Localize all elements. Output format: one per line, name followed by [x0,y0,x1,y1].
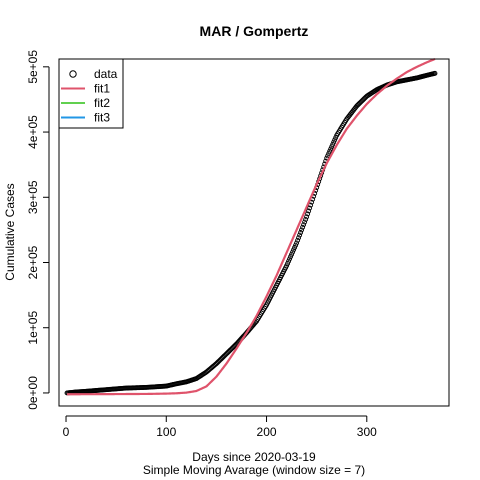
y-tick-label: 4e+05 [26,115,40,149]
data-point [332,137,338,143]
plot-series [64,57,438,396]
data-point [292,245,298,250]
x-tick-label: 200 [257,425,277,439]
data-point [327,148,333,154]
y-tick-label: 2e+05 [26,245,40,279]
data-point [326,151,332,157]
data-point [291,247,297,253]
data-point [307,205,313,211]
data-point [289,251,295,257]
data-point [328,146,334,152]
data-point [294,240,300,246]
data-point [304,214,310,220]
data-point [333,135,339,141]
data-point [298,230,304,235]
series-fit1-line [66,57,436,396]
data-point [293,242,299,248]
data-point [286,258,292,264]
legend-label-fit3: fit3 [94,111,110,125]
data-point [432,70,438,76]
y-tick-label: 1e+05 [26,311,40,345]
x-tick-label: 100 [156,425,176,439]
x-axis-sublabel: Simple Moving Avarage (window size = 7) [143,463,365,477]
data-point [302,219,308,225]
data-point [305,211,311,217]
data-point [330,141,336,147]
data-point [299,227,305,233]
data-point [331,139,337,145]
legend-label-fit1: fit1 [94,82,110,96]
legend-label-fit2: fit2 [94,96,110,110]
y-tick-label: 0e+00 [26,376,40,410]
legend-symbol-data [69,70,77,78]
x-tick-label: 300 [357,425,377,439]
data-point [303,216,309,222]
legend-label-data: data [94,67,118,81]
data-point [295,237,301,243]
y-axis-label: Cumulative Cases [3,183,17,280]
data-point [284,263,290,269]
chart-title: MAR / Gompertz [200,23,309,39]
plot-frame [58,58,450,407]
x-tick-label: 0 [63,425,70,439]
data-point [290,249,296,255]
data-point [285,261,291,266]
data-point [296,235,302,241]
data-point [287,256,293,262]
data-point [301,222,307,228]
data-point [300,224,306,230]
axes: 0 100 200 300 0e+00 1e+05 2e+05 3e+05 4e+05 5e+05 [26,50,377,439]
x-axis-label: Days since 2020-03-19 [192,450,316,464]
data-point [297,232,303,238]
y-tick-label: 3e+05 [26,180,40,214]
data-point [306,208,312,214]
y-tick-label: 5e+05 [26,50,40,84]
data-point [288,254,294,260]
data-point [329,144,335,150]
